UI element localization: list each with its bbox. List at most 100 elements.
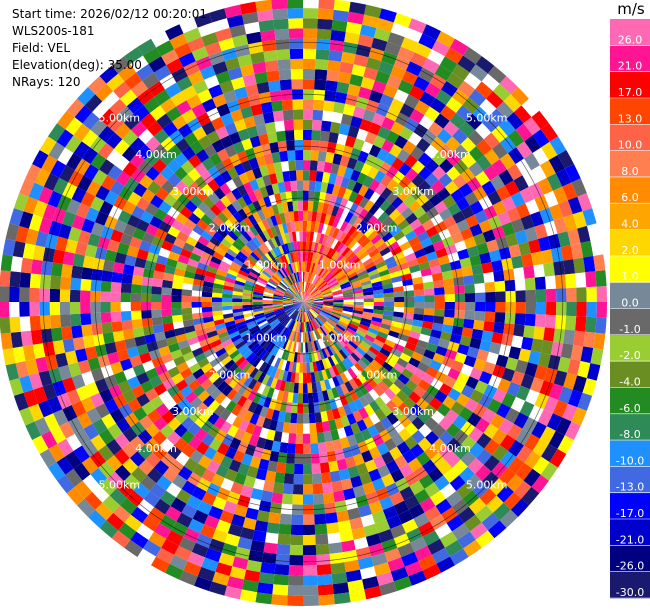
velocity-gate bbox=[224, 533, 241, 547]
velocity-gate bbox=[352, 217, 363, 229]
velocity-gate bbox=[221, 302, 233, 307]
velocity-gate bbox=[469, 522, 488, 540]
velocity-gate bbox=[295, 302, 303, 310]
velocity-gate bbox=[215, 246, 227, 257]
velocity-gate bbox=[252, 249, 263, 259]
velocity-gate bbox=[269, 344, 278, 355]
velocity-gate bbox=[385, 372, 398, 384]
velocity-gate bbox=[166, 106, 182, 122]
velocity-gate bbox=[183, 561, 202, 577]
velocity-gate bbox=[269, 141, 280, 154]
velocity-gate bbox=[263, 153, 274, 165]
velocity-gate bbox=[94, 211, 109, 226]
velocity-gate bbox=[234, 163, 246, 176]
velocity-gate bbox=[291, 190, 298, 202]
velocity-gate bbox=[80, 302, 91, 314]
velocity-gate bbox=[294, 139, 303, 151]
velocity-gate bbox=[143, 491, 161, 507]
velocity-gate bbox=[397, 79, 414, 95]
velocity-gate bbox=[353, 244, 364, 255]
velocity-gate bbox=[188, 362, 201, 374]
velocity-gate bbox=[76, 203, 91, 219]
velocity-gate bbox=[373, 170, 386, 183]
velocity-gate bbox=[523, 325, 535, 339]
velocity-gate bbox=[247, 322, 258, 330]
velocity-gate bbox=[102, 495, 120, 513]
velocity-gate bbox=[84, 346, 98, 360]
velocity-gate bbox=[323, 271, 332, 281]
velocity-gate bbox=[72, 336, 85, 351]
velocity-gate bbox=[349, 277, 360, 284]
velocity-gate bbox=[180, 367, 193, 380]
velocity-gate bbox=[341, 286, 352, 292]
velocity-gate bbox=[50, 275, 62, 290]
velocity-gate bbox=[111, 530, 131, 548]
velocity-gate bbox=[100, 312, 112, 324]
velocity-gate bbox=[9, 378, 24, 396]
velocity-gate bbox=[322, 305, 333, 309]
velocity-gate bbox=[303, 302, 311, 309]
velocity-gate bbox=[253, 310, 264, 316]
velocity-gate bbox=[272, 322, 282, 331]
velocity-gate bbox=[393, 56, 411, 71]
velocity-gate bbox=[329, 281, 340, 289]
velocity-gate bbox=[166, 158, 181, 173]
velocity-gate bbox=[142, 515, 160, 532]
velocity-gate bbox=[182, 351, 195, 362]
velocity-gate bbox=[156, 338, 169, 349]
velocity-gate bbox=[280, 255, 287, 266]
velocity-gate bbox=[215, 562, 233, 577]
velocity-gate bbox=[417, 437, 432, 452]
velocity-gate bbox=[307, 262, 312, 273]
velocity-gate bbox=[140, 475, 157, 491]
velocity-gate bbox=[562, 403, 578, 422]
velocity-gate bbox=[341, 347, 351, 358]
velocity-gate bbox=[499, 153, 516, 170]
velocity-gate bbox=[331, 266, 341, 275]
velocity-gate bbox=[229, 349, 240, 360]
velocity-gate bbox=[99, 428, 115, 445]
velocity-gate bbox=[557, 435, 574, 454]
velocity-gate bbox=[318, 314, 327, 323]
velocity-gate bbox=[303, 302, 309, 311]
velocity-gate bbox=[19, 211, 34, 229]
velocity-gate bbox=[524, 135, 541, 153]
velocity-gate bbox=[349, 1, 367, 15]
velocity-gate bbox=[136, 197, 150, 211]
velocity-gate bbox=[257, 394, 267, 407]
velocity-gate bbox=[102, 332, 115, 345]
velocity-gate bbox=[303, 302, 312, 308]
velocity-gate bbox=[328, 131, 339, 144]
velocity-gate bbox=[90, 392, 105, 408]
velocity-gate bbox=[168, 251, 180, 262]
velocity-gate bbox=[281, 244, 288, 255]
velocity-gate bbox=[237, 208, 248, 220]
velocity-gate bbox=[304, 311, 308, 322]
velocity-gate bbox=[307, 331, 312, 342]
velocity-gate bbox=[384, 152, 397, 166]
velocity-gate bbox=[303, 301, 314, 302]
velocity-gate bbox=[304, 261, 308, 272]
velocity-gate bbox=[539, 160, 556, 178]
velocity-gate bbox=[343, 302, 354, 305]
velocity-gate bbox=[305, 282, 310, 293]
velocity-gate bbox=[261, 448, 272, 461]
velocity-gate bbox=[314, 69, 328, 81]
ring-label: 4.00km bbox=[135, 442, 177, 455]
velocity-gate bbox=[553, 370, 568, 387]
velocity-gate bbox=[475, 530, 495, 548]
velocity-gate bbox=[32, 245, 46, 261]
velocity-gate bbox=[198, 135, 212, 149]
velocity-gate bbox=[571, 178, 587, 197]
velocity-gate bbox=[98, 444, 114, 462]
velocity-gate bbox=[447, 341, 460, 353]
velocity-gate bbox=[232, 241, 243, 251]
velocity-gate bbox=[368, 122, 382, 136]
velocity-gate bbox=[41, 328, 53, 344]
velocity-gate bbox=[417, 379, 431, 392]
velocity-gate bbox=[362, 311, 374, 317]
velocity-gate bbox=[284, 211, 291, 223]
velocity-gate bbox=[451, 231, 464, 244]
velocity-gate bbox=[303, 292, 308, 302]
velocity-gate bbox=[107, 165, 123, 181]
